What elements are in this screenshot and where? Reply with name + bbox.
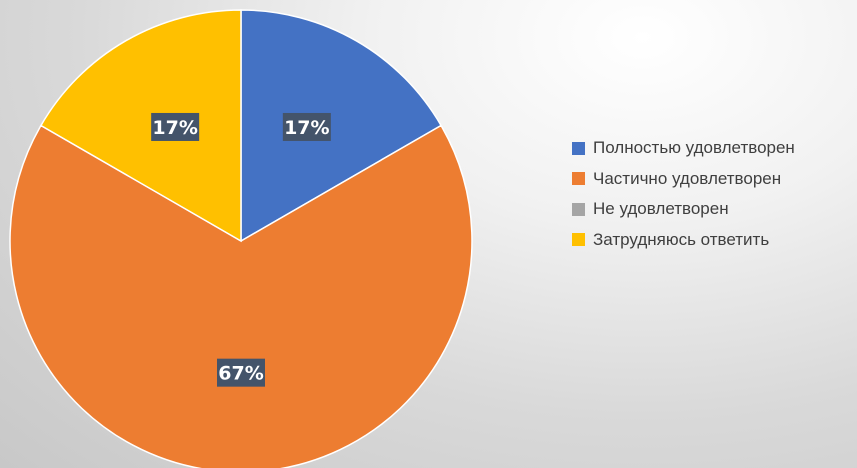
- slice-0: [240, 9, 443, 243]
- legend-label: Частично удовлетворен: [593, 168, 782, 188]
- legend-item-3: Затрудняюсь ответить: [572, 230, 795, 250]
- legend-item-2: Не удовлетворен: [572, 199, 795, 219]
- legend-item-0: Полностью удовлетворен: [572, 138, 795, 158]
- legend-label: Полностью удовлетворен: [593, 138, 795, 157]
- chart-legend: Полностью удовлетворен Частично удовлетво…: [572, 138, 795, 260]
- legend-swatch: [572, 202, 585, 216]
- data-labels: 17% 67% 17%: [151, 112, 331, 387]
- data-label-3: 17%: [151, 112, 200, 141]
- data-label-1: 67%: [217, 358, 265, 387]
- slice-3: [39, 9, 242, 243]
- legend-swatch: [572, 172, 585, 185]
- data-label-text: 17%: [284, 117, 329, 139]
- legend-label: Затрудняюсь ответить: [593, 229, 770, 249]
- data-label-text: 17%: [152, 117, 197, 139]
- legend-label: Не удовлетворен: [593, 199, 729, 218]
- data-label-text: 67%: [218, 363, 263, 385]
- data-label-0: 17%: [282, 112, 331, 141]
- data-label-background: [151, 112, 200, 141]
- legend-item-1: Частично удовлетворен: [572, 169, 795, 189]
- pie-slices: [9, 9, 473, 468]
- data-label-background: [282, 112, 331, 141]
- legend-swatch: [572, 141, 585, 155]
- legend-swatch: [572, 233, 585, 246]
- data-label-background: [217, 358, 265, 387]
- slice-1: [9, 124, 473, 468]
